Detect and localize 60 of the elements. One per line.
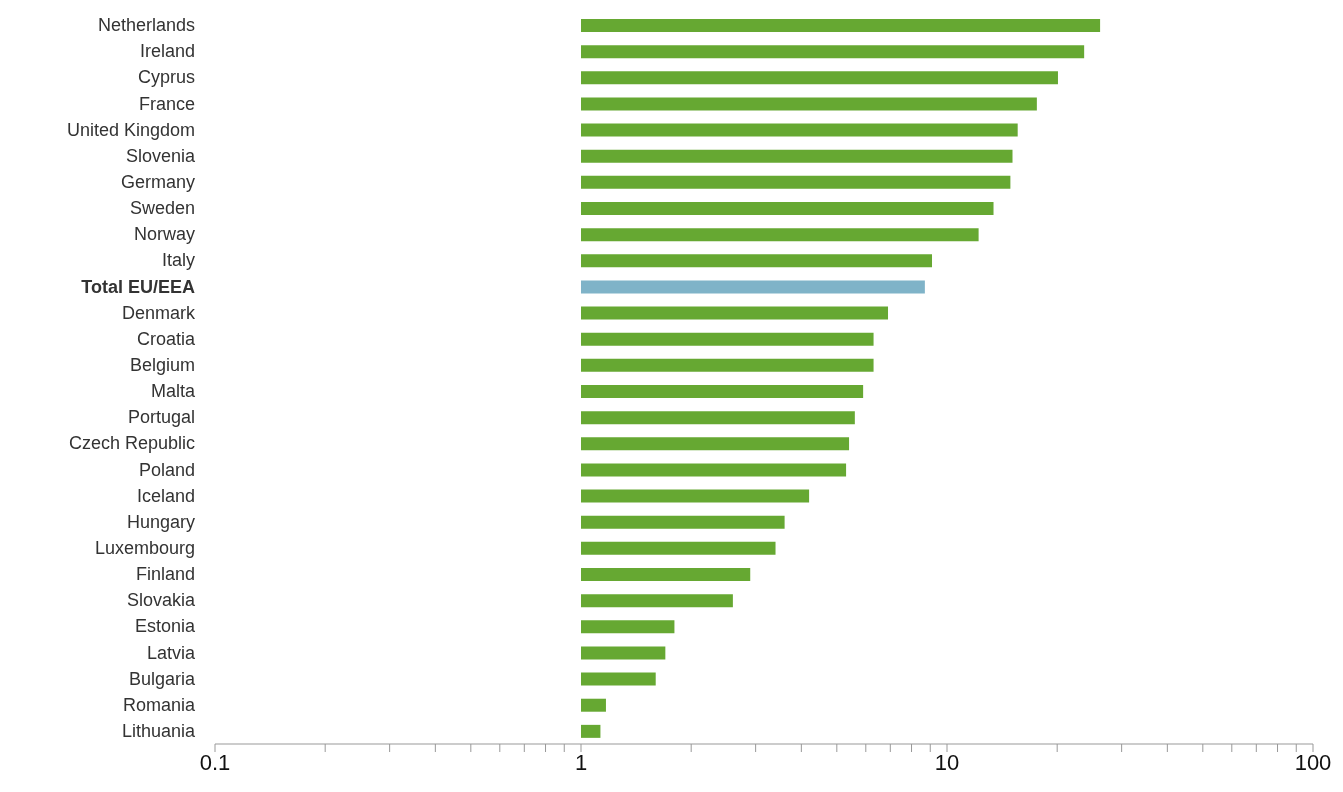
y-tick-label: Iceland: [136, 485, 195, 506]
y-tick-label: Bulgaria: [128, 668, 196, 689]
bar: [581, 724, 601, 738]
bar: [581, 541, 776, 555]
bar: [581, 411, 855, 425]
bar: [581, 306, 889, 320]
y-tick-label: Netherlands: [97, 15, 195, 36]
y-tick-label: Malta: [150, 381, 196, 402]
bar: [581, 71, 1058, 85]
bar: [581, 620, 675, 634]
y-tick-label: Total EU/EEA: [81, 276, 195, 297]
y-tick-label: Denmark: [121, 302, 196, 323]
bar: [581, 149, 1013, 163]
y-tick-label: Portugal: [127, 407, 195, 428]
x-tick-label: 10: [934, 749, 960, 775]
y-tick-label: Lithuania: [121, 720, 196, 741]
bar: [581, 437, 850, 451]
bar: [581, 254, 933, 268]
bar: [581, 646, 666, 660]
x-tick-label: 1: [574, 749, 588, 775]
y-tick-label: Norway: [133, 224, 195, 245]
y-tick-label: Cyprus: [137, 67, 195, 88]
bar: [581, 97, 1037, 111]
bar: [581, 202, 994, 215]
bar: [581, 489, 810, 503]
bar: [581, 358, 874, 372]
x-tick-label: 100: [1294, 749, 1332, 775]
y-tick-label: Poland: [138, 459, 195, 480]
bar: [581, 123, 1018, 137]
bar: [581, 463, 847, 477]
y-tick-label: Germany: [120, 171, 195, 192]
bar: [581, 594, 733, 608]
y-tick-label: Belgium: [129, 354, 195, 375]
bar: [581, 672, 656, 686]
y-tick-label: Estonia: [134, 616, 196, 637]
bar: [581, 698, 606, 712]
y-tick-label: Slovenia: [125, 145, 196, 166]
bar: [581, 228, 979, 242]
bar: [581, 568, 751, 581]
y-tick-label: United Kingdom: [66, 119, 195, 140]
y-tick-label: Slovakia: [126, 590, 196, 611]
y-tick-label: Italy: [161, 250, 195, 271]
y-tick-label: Hungary: [126, 511, 195, 532]
y-tick-label: Croatia: [136, 328, 196, 349]
bar: [581, 19, 1101, 32]
y-tick-label: Latvia: [146, 642, 196, 663]
y-tick-label: France: [138, 93, 195, 114]
bar: [581, 385, 864, 398]
y-tick-label: Czech Republic: [68, 433, 195, 454]
bar: [581, 332, 874, 346]
bar: [581, 45, 1085, 59]
y-tick-label: Romania: [122, 694, 196, 715]
y-tick-label: Sweden: [129, 198, 195, 219]
bar: [581, 280, 925, 294]
y-tick-label: Luxembourg: [94, 537, 195, 558]
y-tick-label: Ireland: [139, 41, 195, 62]
bar: [581, 515, 785, 529]
y-tick-label: Finland: [135, 564, 195, 585]
bar: [581, 175, 1011, 189]
x-tick-label: 0.1: [199, 749, 231, 775]
